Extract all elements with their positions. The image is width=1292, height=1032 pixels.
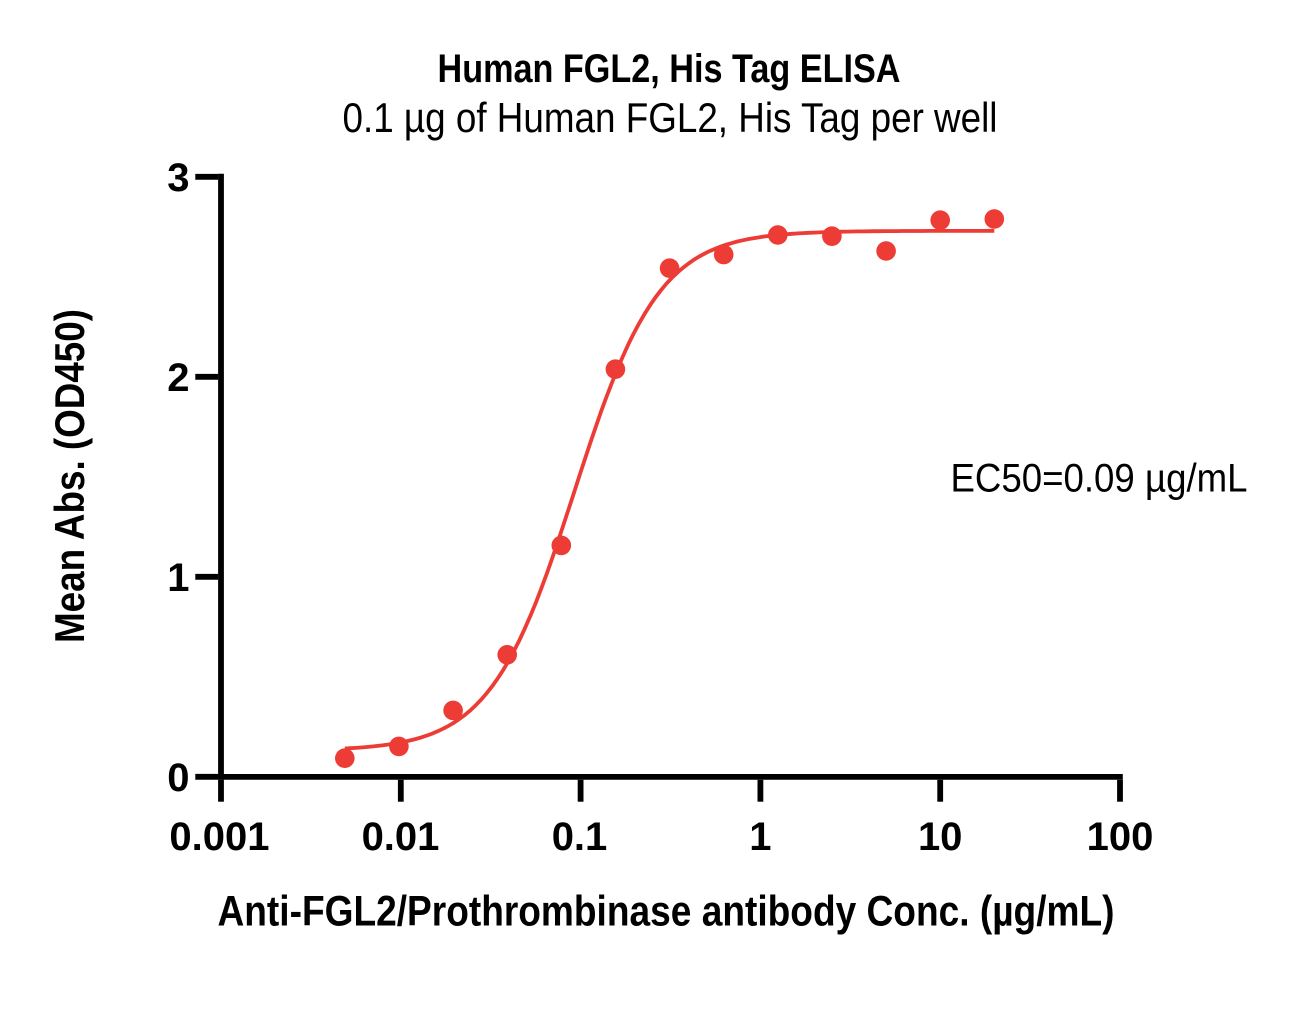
- svg-text:0.1 µg of Human FGL2, His Tag: 0.1 µg of Human FGL2, His Tag per well: [343, 94, 998, 141]
- svg-text:2: 2: [167, 356, 189, 400]
- svg-text:EC50=0.09 µg/mL: EC50=0.09 µg/mL: [951, 457, 1248, 501]
- svg-text:0.1: 0.1: [552, 815, 608, 859]
- svg-text:1: 1: [167, 556, 189, 600]
- svg-text:1: 1: [749, 815, 771, 859]
- svg-text:Mean Abs. (OD450): Mean Abs. (OD450): [46, 309, 93, 643]
- svg-text:Human FGL2, His Tag ELISA: Human FGL2, His Tag ELISA: [438, 47, 901, 91]
- svg-text:0.01: 0.01: [362, 815, 440, 859]
- svg-text:0.001: 0.001: [169, 815, 269, 859]
- svg-text:Anti-FGL2/Prothrombinase antib: Anti-FGL2/Prothrombinase antibody Conc. …: [218, 888, 1115, 936]
- svg-text:3: 3: [167, 156, 189, 200]
- svg-text:0: 0: [167, 756, 189, 800]
- svg-text:100: 100: [1087, 815, 1154, 859]
- svg-text:10: 10: [918, 815, 963, 859]
